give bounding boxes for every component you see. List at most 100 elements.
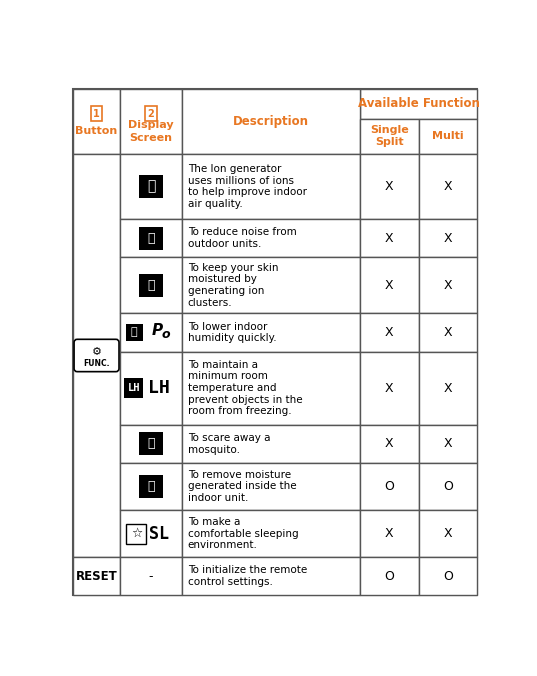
Text: X: X	[385, 180, 394, 193]
Text: X: X	[385, 232, 394, 245]
Text: Button: Button	[75, 126, 118, 136]
Text: Available Function: Available Function	[358, 97, 480, 110]
Text: 2: 2	[148, 109, 155, 119]
Bar	[120, 557, 183, 596]
Text: O: O	[384, 480, 394, 493]
Text: 🚿: 🚿	[147, 480, 155, 493]
Text: X: X	[385, 527, 394, 540]
Bar	[140, 226, 163, 249]
Bar	[140, 175, 163, 198]
Text: X: X	[444, 437, 452, 450]
Bar	[140, 274, 163, 297]
Bar	[120, 89, 183, 154]
Text: To reduce noise from
outdoor units.: To reduce noise from outdoor units.	[188, 227, 296, 249]
FancyBboxPatch shape	[74, 339, 119, 372]
Bar	[360, 118, 418, 154]
Text: 🔇: 🔇	[147, 232, 155, 245]
Bar	[74, 557, 120, 596]
Bar	[183, 352, 360, 425]
Text: Multi: Multi	[432, 131, 463, 141]
Bar	[360, 258, 418, 313]
Bar	[183, 510, 360, 557]
Bar	[183, 219, 360, 258]
Text: X: X	[444, 326, 452, 339]
Text: To scare away a
mosquito.: To scare away a mosquito.	[188, 433, 270, 454]
Bar	[183, 557, 360, 596]
Text: X: X	[444, 381, 452, 395]
Bar	[120, 425, 183, 463]
Bar	[124, 379, 143, 397]
Text: 🌲: 🌲	[147, 179, 155, 193]
Text: X: X	[444, 279, 452, 292]
Bar	[183, 154, 360, 219]
Bar	[418, 118, 477, 154]
Bar	[418, 352, 477, 425]
Text: 🦟: 🦟	[147, 437, 155, 450]
Bar	[418, 510, 477, 557]
Bar	[120, 463, 183, 510]
Text: -: -	[149, 570, 153, 583]
Bar	[120, 510, 183, 557]
Bar	[120, 154, 183, 219]
Bar	[418, 313, 477, 352]
Bar	[183, 463, 360, 510]
Bar	[360, 510, 418, 557]
Bar	[183, 425, 360, 463]
Bar	[418, 463, 477, 510]
Text: P: P	[151, 323, 163, 338]
Text: Display: Display	[128, 120, 174, 130]
Text: 1: 1	[93, 109, 100, 119]
Text: To remove moisture
generated inside the
indoor unit.: To remove moisture generated inside the …	[188, 470, 296, 503]
Text: Single
Split: Single Split	[370, 126, 409, 147]
Text: X: X	[444, 527, 452, 540]
Bar	[360, 425, 418, 463]
Text: Description: Description	[233, 115, 309, 128]
Bar	[120, 313, 183, 352]
Text: SL: SL	[149, 525, 169, 543]
Text: Screen: Screen	[129, 133, 172, 143]
Text: To lower indoor
humidity quickly.: To lower indoor humidity quickly.	[188, 322, 277, 343]
Text: X: X	[444, 232, 452, 245]
Bar	[360, 352, 418, 425]
Bar	[418, 154, 477, 219]
Text: O: O	[443, 480, 453, 493]
Bar	[140, 432, 163, 455]
Bar	[120, 258, 183, 313]
Bar	[360, 557, 418, 596]
Bar	[360, 89, 477, 118]
Text: FUNC.: FUNC.	[83, 359, 110, 368]
Bar	[74, 89, 120, 154]
Text: o: o	[162, 328, 170, 341]
Bar	[74, 154, 120, 557]
Bar	[140, 475, 163, 498]
Bar	[183, 313, 360, 352]
Text: O: O	[443, 570, 453, 583]
Text: The Ion generator
uses millions of ions
to help improve indoor
air quality.: The Ion generator uses millions of ions …	[188, 164, 307, 209]
Text: LH: LH	[148, 379, 170, 397]
Bar	[418, 557, 477, 596]
Bar	[126, 324, 143, 341]
Bar	[360, 463, 418, 510]
Bar	[120, 219, 183, 258]
Text: X: X	[385, 326, 394, 339]
Text: ⚙: ⚙	[91, 347, 101, 357]
Text: X: X	[385, 437, 394, 450]
Bar	[418, 425, 477, 463]
Text: To maintain a
minimum room
temperature and
prevent objects in the
room from free: To maintain a minimum room temperature a…	[188, 360, 302, 416]
Text: To initialize the remote
control settings.: To initialize the remote control setting…	[188, 565, 307, 587]
Text: X: X	[385, 381, 394, 395]
Text: RESET: RESET	[76, 570, 118, 583]
Bar	[183, 258, 360, 313]
Text: To make a
comfortable sleeping
environment.: To make a comfortable sleeping environme…	[188, 517, 299, 550]
Text: 💆: 💆	[147, 279, 155, 292]
Text: X: X	[385, 279, 394, 292]
Bar	[126, 523, 147, 544]
Text: O: O	[384, 570, 394, 583]
Bar	[183, 89, 360, 154]
Bar	[360, 313, 418, 352]
Bar	[120, 352, 183, 425]
Bar	[360, 154, 418, 219]
Bar	[418, 219, 477, 258]
Text: ☆: ☆	[130, 527, 142, 540]
Text: LH: LH	[128, 383, 140, 393]
